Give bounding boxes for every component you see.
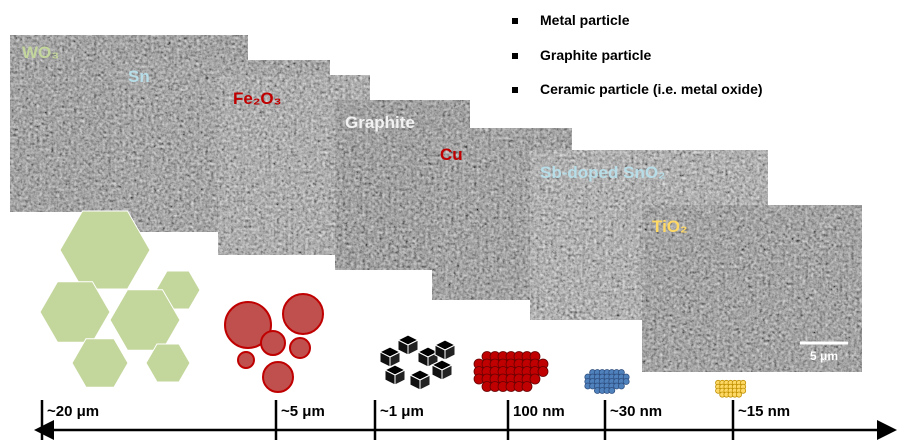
hexagon-particle bbox=[39, 281, 111, 343]
graphite-particle bbox=[444, 344, 456, 361]
sem-image-label: Fe₂O₃ bbox=[233, 89, 281, 108]
metal-particle bbox=[289, 337, 311, 359]
legend-item: Metal particle bbox=[540, 12, 630, 28]
legend-item: Graphite particle bbox=[540, 47, 651, 63]
oxide-cluster bbox=[537, 366, 549, 377]
legend: Metal particle Graphite particle Ceramic p… bbox=[512, 12, 763, 97]
oxide-cluster bbox=[735, 391, 742, 398]
particle-illustrations bbox=[39, 210, 747, 398]
axis-label: ~30 nm bbox=[610, 403, 662, 420]
sem-image-label: Cu bbox=[440, 145, 463, 164]
oxide-cluster bbox=[740, 387, 747, 394]
hexagon-particle bbox=[145, 343, 191, 383]
axis-label: ~15 nm bbox=[738, 403, 790, 420]
axis-label: ~5 μm bbox=[281, 403, 325, 420]
oxide-cluster bbox=[529, 373, 541, 385]
metal-particle bbox=[260, 330, 286, 356]
sem-image-label: Graphite bbox=[345, 113, 415, 132]
metal-particle bbox=[262, 361, 294, 393]
metal-particle bbox=[282, 293, 324, 335]
sem-image-label: WO₃ bbox=[22, 43, 59, 62]
oxide-cluster bbox=[622, 378, 630, 385]
oxide-cluster bbox=[618, 382, 625, 390]
legend-item: Ceramic particle (i.e. metal oxide) bbox=[540, 81, 763, 97]
oxide-cluster bbox=[521, 381, 533, 392]
oxide-cluster bbox=[608, 387, 616, 394]
axis-label: ~20 μm bbox=[47, 403, 99, 420]
legend-bullet bbox=[512, 18, 518, 24]
legend-bullet bbox=[512, 53, 518, 59]
metal-particle bbox=[224, 301, 272, 349]
size-axis-ticks: ~20 μm ~5 μm ~1 μm 100 nm ~30 nm ~15 nm bbox=[40, 400, 790, 440]
graphite-particle bbox=[441, 364, 453, 381]
legend-bullet bbox=[512, 87, 518, 93]
sem-image-label: TiO₂ bbox=[652, 217, 688, 236]
metal-particle bbox=[237, 351, 255, 369]
graphite-particle bbox=[419, 374, 431, 391]
graphite-particle bbox=[394, 369, 406, 386]
graphite-particle bbox=[389, 351, 401, 368]
axis-label: 100 nm bbox=[513, 403, 565, 420]
hexagon-particle bbox=[59, 210, 151, 290]
axis-label: ~1 μm bbox=[380, 403, 424, 420]
sem-images: WO₃ Sn Fe₂O₃ Graphite Cu Sb-doped SnO₂ TiO₂ bbox=[10, 35, 862, 372]
graphite-particle bbox=[407, 339, 419, 356]
scale-bar-label: 5 μm bbox=[810, 349, 838, 363]
sem-image-label: Sn bbox=[128, 67, 150, 86]
hexagon-particle bbox=[71, 338, 129, 388]
sem-image-label: Sb-doped SnO₂ bbox=[540, 163, 666, 182]
